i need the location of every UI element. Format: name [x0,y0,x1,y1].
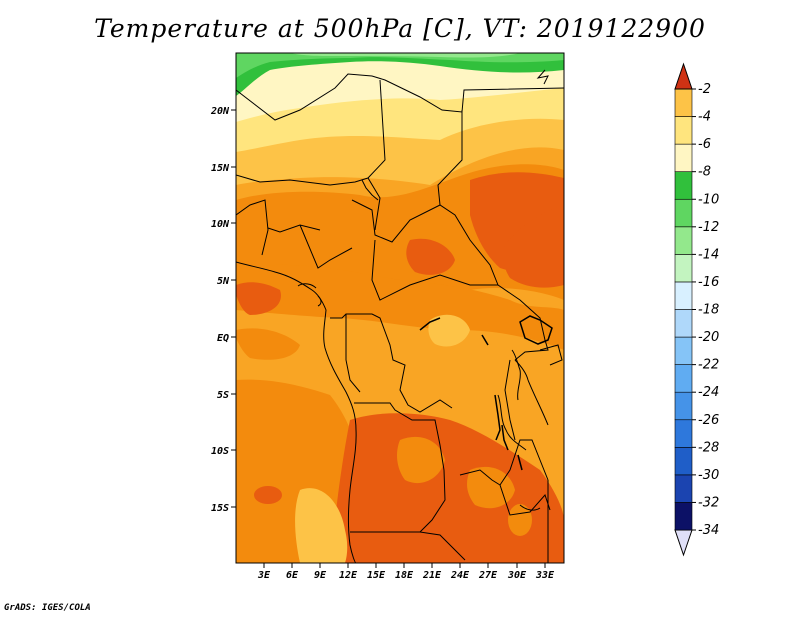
lat-tick-label: 15S [211,503,229,514]
colorbar-label: -34 [698,523,719,538]
colorbar-label: -2 [698,82,711,97]
colorbar-label: -8 [698,165,711,180]
colorbar-swatch [674,62,693,90]
colorbar-label: -4 [698,110,711,125]
colorbar-label: -12 [698,220,719,235]
colorbar-swatch [674,474,693,503]
lon-tick-label: 3E [257,570,271,581]
colorbar-swatch [674,391,693,421]
colorbar-label: -30 [698,468,719,483]
lon-tick-label: 30E [507,570,527,581]
colorbar-swatch [674,198,693,228]
grads-credit: GrADS: IGES/COLA [4,603,91,613]
colorbar-label: -6 [698,137,711,152]
lon-tick-label: 9E [314,570,327,581]
colorbar-swatch [674,281,693,310]
colorbar-label: -26 [698,413,719,428]
colorbar-label: -32 [698,495,719,510]
colorbar-label: -14 [698,247,719,262]
colorbar-swatch [674,502,693,531]
lon-tick-label: 12E [339,570,358,581]
colorbar-swatch [674,447,693,476]
colorbar-label: -20 [698,330,719,345]
latitude-axis: 20N 15N 10N 5N EQ 5S 10S 15S [210,106,236,514]
colorbar-swatch [674,419,693,448]
colorbar-label: -28 [698,440,719,455]
colorbar-swatch [674,171,693,200]
lon-tick-label: 15E [367,570,386,581]
colorbar-swatch [674,116,693,145]
lat-tick-label: 15N [211,163,230,174]
plot-title: Temperature at 500hPa [C], VT: 201912290… [94,14,706,43]
lon-tick-label: 27E [478,570,498,581]
lakes [419,315,553,471]
colorbar-label: -10 [698,192,719,207]
map-frame [235,52,565,564]
colorbar-swatch [674,143,693,172]
coastline [236,69,549,563]
colorbar-swatch [674,254,693,283]
colorbar-swatch [674,336,693,365]
colorbar-swatch [674,364,693,393]
longitude-axis: 3E 6E 9E 12E 15E 18E 21E 24E 27E 30E 33E [257,563,555,581]
lon-tick-label: 24E [450,570,470,581]
colorbar-label: -22 [698,358,719,373]
colorbar: -2 -4 -6 -8 -10 -12 -14 -16 -18 -20 -22 -24 -26 -28 -3… [674,62,719,557]
lon-tick-label: 33E [535,570,555,581]
lat-tick-label: 5S [217,390,229,401]
lat-tick-label: EQ [217,333,229,344]
lon-tick-label: 6E [286,570,299,581]
lon-tick-label: 21E [422,570,442,581]
temperature-field [236,53,564,563]
colorbar-swatch [674,309,693,338]
colorbar-swatch [674,88,693,117]
colorbar-label: -24 [698,385,719,400]
colorbar-swatch [674,226,693,255]
lat-tick-label: 10N [211,219,230,230]
colorbar-label: -18 [698,303,719,318]
lat-tick-label: 5N [217,276,230,287]
colorbar-swatch [674,529,693,557]
lon-tick-label: 18E [395,570,414,581]
lat-tick-label: 10S [211,446,229,457]
colorbar-label: -16 [698,275,719,290]
lat-tick-label: 20N [210,106,230,117]
country-borders [236,73,564,563]
